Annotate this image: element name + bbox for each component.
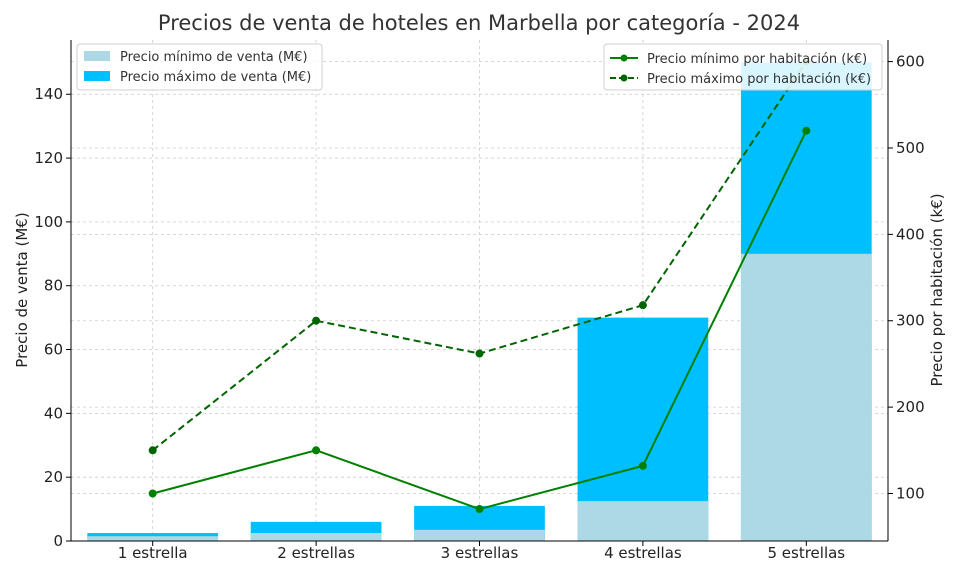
point-min-room-3 (475, 505, 484, 514)
y-tick-label: 140 (34, 85, 63, 103)
point-min-room-1 (148, 489, 157, 498)
legend-label-line-1: Precio mínimo por habitación (k€) (647, 52, 867, 67)
y2-tick-label: 100 (896, 484, 925, 502)
legend-label-bar-1: Precio mínimo de venta (M€) (120, 50, 308, 65)
y2-tick-label: 600 (896, 53, 925, 71)
legend-right: Precio mínimo por habitación (k€) Precio … (603, 43, 883, 91)
chart-title: Precios de venta de hoteles en Marbella … (158, 11, 800, 35)
legend-swatch-bar-1 (84, 51, 110, 61)
y2-tick-label: 400 (896, 225, 925, 243)
bar-min-1 (87, 536, 219, 541)
bar-min-2 (250, 533, 382, 541)
point-max-room-2 (312, 316, 321, 325)
point-min-room-4 (638, 461, 647, 470)
point-min-room-2 (312, 446, 321, 455)
y-tick-label: 0 (53, 532, 63, 550)
y-tick-label: 120 (34, 149, 63, 167)
y-tick-label: 20 (44, 468, 63, 486)
point-max-room-4 (638, 301, 647, 310)
bar-min-5 (740, 253, 872, 541)
x-tick-label: 4 estrellas (604, 544, 682, 562)
y2-tick-label: 200 (896, 398, 925, 416)
legend-marker-line-2 (620, 74, 628, 82)
y-tick-label: 60 (44, 341, 63, 359)
y-axis-title: Precio de venta (M€) (13, 212, 31, 367)
y2-tick-label: 500 (896, 139, 925, 157)
legend-left: Precio mínimo de venta (M€) Precio máximo… (76, 43, 323, 91)
legend-right-frame (603, 43, 883, 91)
legend-label-bar-2: Precio máximo de venta (M€) (120, 70, 311, 85)
point-min-room-5 (802, 126, 811, 135)
axes: 0 20 40 60 80 100 120 140 100 200 300 400 500 600 1 es… (34, 40, 925, 562)
legend-left-frame (76, 43, 323, 91)
y2-axis-title: Precio por habitación (k€) (928, 193, 946, 386)
bar-min-3 (414, 529, 545, 541)
legend-swatch-bar-2 (84, 71, 110, 81)
y-tick-label: 80 (44, 277, 63, 295)
x-tick-label: 2 estrellas (277, 544, 355, 562)
x-tick-label: 3 estrellas (441, 544, 519, 562)
legend-marker-line-1 (620, 54, 628, 62)
x-tick-label: 5 estrellas (767, 544, 845, 562)
point-max-room-3 (475, 349, 484, 358)
y-tick-label: 100 (34, 213, 63, 231)
bars (87, 62, 872, 541)
legend-label-line-2: Precio máximo por habitación (k€) (647, 72, 871, 87)
y2-tick-label: 300 (896, 312, 925, 330)
y-tick-label: 40 (44, 404, 63, 422)
x-tick-label: 1 estrella (118, 544, 188, 562)
point-max-room-1 (148, 446, 157, 455)
bar-min-4 (577, 501, 709, 541)
